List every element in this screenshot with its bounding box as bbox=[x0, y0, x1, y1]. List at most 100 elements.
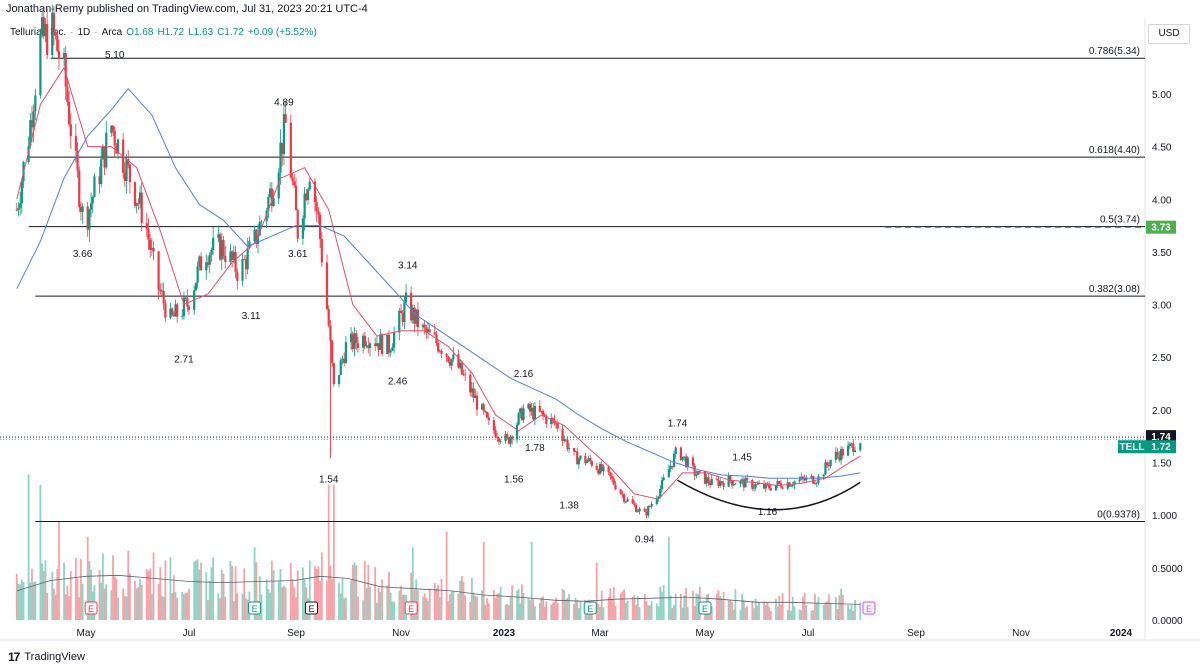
volume-bar bbox=[271, 561, 273, 620]
earnings-marker-label: E bbox=[252, 604, 258, 614]
volume-bar bbox=[209, 581, 211, 620]
candle-body bbox=[539, 406, 541, 412]
volume-bar bbox=[743, 600, 745, 620]
volume-bar bbox=[112, 555, 114, 620]
volume-bar bbox=[31, 569, 33, 620]
volume-bar bbox=[734, 589, 736, 620]
candle-body bbox=[692, 458, 694, 466]
volume-bar bbox=[516, 591, 518, 620]
volume-bar bbox=[141, 585, 143, 620]
candle-body bbox=[699, 471, 701, 472]
volume-bar bbox=[297, 571, 299, 620]
candle-body bbox=[234, 252, 236, 272]
volume-bar bbox=[126, 596, 128, 620]
candle-body bbox=[391, 347, 393, 350]
price-annotation: 2.71 bbox=[174, 354, 194, 365]
candle-body bbox=[291, 178, 293, 182]
volume-bar bbox=[545, 601, 547, 620]
candle-body bbox=[19, 203, 21, 208]
volume-bar bbox=[217, 593, 219, 620]
price-annotation: 1.54 bbox=[319, 474, 339, 485]
volume-bar bbox=[464, 595, 466, 620]
candle-body bbox=[285, 114, 287, 123]
tradingview-logo-icon[interactable]: 17 bbox=[8, 650, 19, 664]
volume-bar bbox=[621, 591, 623, 620]
candle-body bbox=[837, 452, 839, 455]
volume-bar bbox=[338, 583, 340, 620]
candle-body bbox=[644, 509, 646, 512]
volume-bar bbox=[170, 557, 172, 620]
candle-body bbox=[461, 363, 463, 375]
volume-bar bbox=[149, 569, 151, 620]
volume-bar bbox=[567, 598, 569, 620]
candle-body bbox=[400, 311, 402, 314]
green-marker-label: 3.73 bbox=[1151, 223, 1171, 234]
earnings-marker-label: E bbox=[308, 604, 314, 614]
volume-bar bbox=[756, 606, 758, 620]
y-tick-label: 3.00 bbox=[1152, 301, 1172, 312]
candle-body bbox=[210, 250, 212, 255]
volume-bar bbox=[694, 606, 696, 620]
price-annotation: 1.16 bbox=[758, 507, 778, 518]
volume-bar bbox=[768, 607, 770, 620]
volume-bar bbox=[495, 598, 497, 620]
volume-bar bbox=[544, 607, 546, 620]
volume-bar bbox=[576, 600, 578, 620]
volume-bar bbox=[388, 572, 390, 620]
volume-bar bbox=[188, 589, 190, 620]
volume-bar bbox=[758, 602, 760, 620]
volume-bar bbox=[463, 582, 465, 620]
candle-body bbox=[792, 485, 794, 486]
candle-body bbox=[114, 131, 116, 146]
candle-body bbox=[326, 263, 328, 309]
candle-body bbox=[638, 509, 640, 512]
candle-body bbox=[486, 412, 488, 417]
candle-body bbox=[447, 356, 449, 362]
candle-body bbox=[134, 182, 136, 206]
volume-bar bbox=[367, 565, 369, 620]
candle-body bbox=[357, 343, 359, 348]
candle-body bbox=[751, 480, 753, 489]
candle-body bbox=[707, 477, 709, 483]
candle-body bbox=[58, 51, 60, 59]
volume-bar bbox=[65, 594, 67, 620]
candle-body bbox=[591, 461, 593, 465]
volume-bar bbox=[78, 597, 80, 620]
volume-bar bbox=[447, 601, 449, 620]
volume-bar bbox=[378, 588, 380, 620]
candle-body bbox=[494, 430, 496, 437]
candle-body bbox=[403, 302, 405, 322]
candle-body bbox=[579, 456, 581, 459]
candle-body bbox=[566, 440, 568, 450]
volume-bar bbox=[198, 570, 200, 620]
candle-body bbox=[90, 203, 92, 209]
candle-body bbox=[661, 480, 663, 489]
last-price-label: 1.72 bbox=[1151, 442, 1171, 453]
volume-bar bbox=[804, 593, 806, 620]
price-annotation: 1.45 bbox=[732, 452, 752, 463]
y-tick-label: 0.0000 bbox=[1152, 616, 1183, 627]
volume-bar bbox=[620, 593, 622, 620]
candle-body bbox=[573, 448, 575, 451]
volume-bar bbox=[458, 593, 460, 620]
candle-body bbox=[152, 248, 154, 251]
candle-body bbox=[307, 189, 309, 200]
volume-bar bbox=[283, 586, 285, 620]
volume-bar bbox=[427, 601, 429, 620]
volume-bar bbox=[342, 579, 344, 620]
volume-bar bbox=[381, 579, 383, 620]
candle-body bbox=[663, 477, 665, 480]
candle-body bbox=[734, 484, 736, 485]
y-tick-label: 0.5000 bbox=[1152, 564, 1183, 575]
volume-bar bbox=[393, 602, 395, 620]
volume-bar bbox=[539, 603, 541, 620]
candle-body bbox=[586, 461, 588, 463]
candle-body bbox=[464, 374, 466, 375]
volume-bar bbox=[164, 560, 166, 620]
candle-body bbox=[209, 255, 211, 265]
candle-body bbox=[309, 182, 311, 190]
candle-body bbox=[70, 124, 72, 136]
candle-body bbox=[782, 487, 784, 488]
volume-bar bbox=[129, 573, 131, 620]
